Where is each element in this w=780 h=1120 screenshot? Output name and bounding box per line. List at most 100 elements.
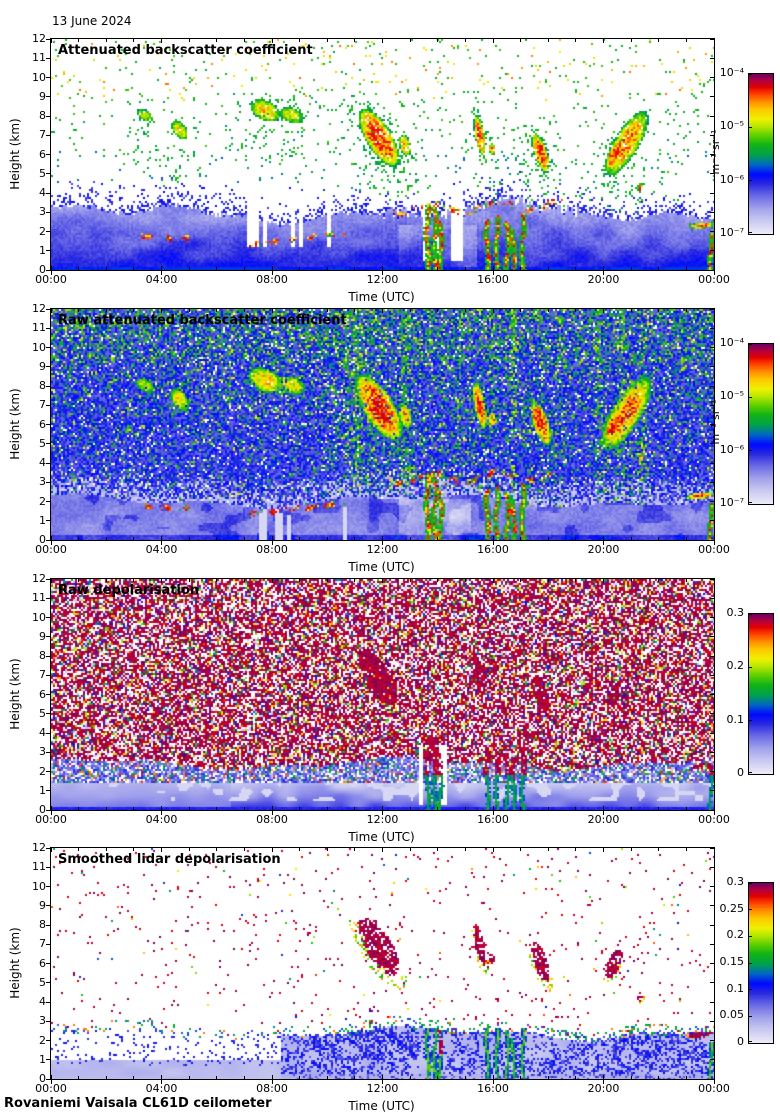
- x-minor-tick: [409, 309, 411, 312]
- x-minor-tick: [575, 848, 577, 851]
- panel-raw-depolarisation: Height (km) Raw depolarisation 00:00 04:0…: [0, 550, 780, 844]
- x-major-tick: [713, 1080, 715, 1084]
- x-minor-tick: [133, 807, 135, 810]
- x-minor-tick: [547, 1076, 549, 1079]
- x-minor-tick: [520, 39, 522, 42]
- x-major-tick: [382, 1080, 383, 1084]
- y-tick: [710, 713, 714, 715]
- colorbar-tick-label: 10⁻⁷: [719, 226, 744, 239]
- y-tick-label: 2: [39, 224, 46, 238]
- x-minor-tick: [685, 1076, 687, 1079]
- x-minor-tick: [464, 1076, 466, 1079]
- x-major-tick: [50, 541, 52, 545]
- y-tick-label: 9: [39, 89, 46, 103]
- x-minor-tick: [133, 39, 135, 42]
- y-tick: [46, 982, 50, 984]
- x-minor-tick: [133, 537, 135, 540]
- y-tick: [46, 269, 50, 271]
- y-tick: [710, 847, 714, 849]
- y-tick: [710, 173, 714, 175]
- x-major-tick: [50, 811, 52, 815]
- x-minor-tick: [520, 309, 522, 312]
- x-major-tick: [271, 39, 273, 43]
- y-tick-label: 6: [39, 417, 46, 431]
- y-tick-label: 4: [39, 456, 46, 469]
- x-major-tick: [161, 806, 162, 810]
- x-minor-tick: [299, 848, 301, 851]
- x-minor-tick: [409, 579, 411, 582]
- y-tick: [46, 115, 50, 117]
- x-major-tick: [603, 271, 604, 275]
- y-tick: [46, 809, 50, 811]
- date-label: 13 June 2024: [52, 14, 132, 28]
- x-minor-tick: [630, 579, 632, 582]
- x-minor-tick: [547, 39, 549, 42]
- y-tick: [710, 751, 714, 753]
- y-tick: [46, 771, 50, 772]
- y-tick-label: 12: [32, 302, 46, 315]
- x-major-tick: [161, 579, 162, 583]
- x-major-tick: [492, 536, 494, 540]
- y-tick-label: 12: [32, 572, 46, 585]
- x-major-tick: [271, 848, 273, 852]
- y-tick: [710, 211, 714, 213]
- x-major-tick: [713, 39, 715, 43]
- x-major-tick: [492, 806, 494, 810]
- x-major-tick: [713, 536, 715, 540]
- x-minor-tick: [216, 537, 218, 540]
- x-minor-tick: [243, 579, 245, 582]
- x-minor-tick: [658, 848, 660, 851]
- x-minor-tick: [188, 579, 190, 582]
- colorbar-tick: [749, 614, 752, 615]
- x-minor-tick: [78, 537, 80, 540]
- x-major-tick: [492, 271, 494, 275]
- panel-attenuated-backscatter: Height (km) Attenuated backscatter coeff…: [0, 10, 780, 304]
- x-major-tick: [382, 811, 383, 815]
- colorbar-tick-label: 10⁻⁷: [719, 496, 744, 509]
- colorbar-gradient: [749, 344, 773, 504]
- x-minor-tick: [437, 1076, 439, 1079]
- x-minor-tick: [216, 39, 218, 42]
- y-tick-label: 10: [32, 610, 46, 624]
- x-major-tick: [50, 1080, 52, 1084]
- y-tick: [710, 636, 714, 638]
- x-major-tick: [382, 579, 383, 583]
- x-minor-tick: [354, 537, 356, 540]
- x-tick-label: 20:00: [587, 813, 620, 826]
- x-tick-label: 00:00: [35, 543, 67, 556]
- panel-title: Smoothed lidar depolarisation: [58, 852, 281, 867]
- x-minor-tick: [105, 39, 107, 42]
- y-tick: [46, 173, 50, 175]
- x-minor-tick: [326, 39, 328, 42]
- colorbar-tick-label: 10⁻⁴: [719, 66, 744, 79]
- y-tick-label: 11: [32, 321, 46, 335]
- y-tick-label: 7: [39, 668, 46, 682]
- colorbar-tick: [749, 989, 752, 991]
- y-tick: [46, 250, 50, 252]
- y-tick: [710, 982, 714, 984]
- x-major-tick: [271, 266, 273, 270]
- colorbar: [748, 343, 774, 505]
- y-tick-label: 7: [39, 937, 46, 951]
- x-tick-label: 04:00: [145, 543, 178, 556]
- y-tick: [710, 327, 714, 329]
- x-major-tick: [50, 271, 52, 275]
- x-minor-tick: [575, 309, 577, 312]
- x-major-tick: [713, 579, 715, 583]
- x-major-tick: [271, 309, 273, 313]
- y-tick: [710, 963, 714, 964]
- y-tick-label: 8: [39, 109, 46, 122]
- x-minor-tick: [354, 1076, 356, 1079]
- y-tick: [710, 77, 714, 78]
- y-tick: [46, 520, 50, 522]
- y-tick: [46, 924, 50, 926]
- x-minor-tick: [188, 39, 190, 42]
- x-minor-tick: [575, 579, 577, 582]
- y-tick: [710, 385, 714, 387]
- x-minor-tick: [326, 848, 328, 851]
- colorbar-tick: [749, 772, 752, 773]
- y-tick: [46, 866, 50, 868]
- y-tick-label: 2: [39, 1033, 46, 1047]
- colorbar-tick: [749, 232, 752, 233]
- x-major-tick: [50, 309, 52, 313]
